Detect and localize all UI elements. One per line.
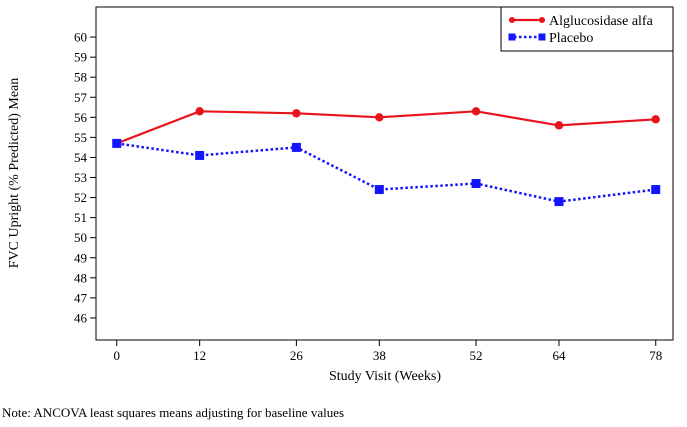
data-point [291,142,301,152]
footnote: Note: ANCOVA least squares means adjusti… [2,405,345,420]
y-tick-label: 50 [74,230,87,245]
data-point [292,109,301,118]
x-tick-label: 78 [649,348,662,363]
plot-frame [95,6,674,341]
x-tick-label: 26 [290,348,304,363]
data-point [471,107,481,116]
data-point [195,150,205,160]
x-tick-label: 38 [373,348,386,363]
series-line-alglucosidase-alfa [116,110,656,145]
y-tick-label: 47 [74,290,88,305]
series-layer [112,107,661,207]
x-axis-label: Study Visit (Weeks) [329,369,441,384]
legend-box [500,6,674,52]
data-point [195,107,204,116]
y-tick-label: 57 [74,90,88,105]
data-point [554,121,564,130]
legend-marker [509,17,515,23]
x-tick-label: 0 [113,348,120,363]
y-axis: 46 47 48 49 50 51 52 53 54 55 56 57 58 59 60 [74,30,96,325]
y-tick-label: 56 [74,110,88,125]
x-axis: 0 12 26 38 52 64 78 [113,340,662,363]
legend-label: Placebo [549,31,593,46]
y-tick-label: 53 [74,170,87,185]
legend-marker [508,33,516,41]
y-tick-label: 46 [74,310,88,325]
data-point [651,115,660,124]
y-tick-label: 55 [74,130,87,145]
x-tick-label: 64 [552,348,566,363]
x-tick-label: 52 [470,348,483,363]
data-point [112,138,122,148]
y-tick-label: 58 [74,70,87,85]
data-point [651,185,661,195]
legend-marker [539,17,545,23]
data-point [554,197,564,207]
y-axis-label: FVC Upright (% Predicted) Mean [7,78,22,269]
y-tick-label: 60 [74,30,87,45]
y-tick-label: 52 [74,190,87,205]
y-tick-label: 48 [74,270,87,285]
data-point [375,113,384,122]
legend: Alglucosidase alfa Placebo [500,6,674,52]
y-tick-label: 51 [74,210,87,225]
legend-marker [538,33,546,41]
y-tick-label: 49 [74,250,87,265]
y-tick-label: 54 [74,150,88,165]
data-point [374,185,384,195]
chart: 46 47 48 49 50 51 52 53 54 55 56 57 58 59 60 0 12 26 38 52… [7,6,674,384]
legend-label: Alglucosidase alfa [549,14,654,29]
x-tick-label: 12 [193,348,206,363]
y-tick-label: 59 [74,50,87,65]
data-point [471,179,481,189]
